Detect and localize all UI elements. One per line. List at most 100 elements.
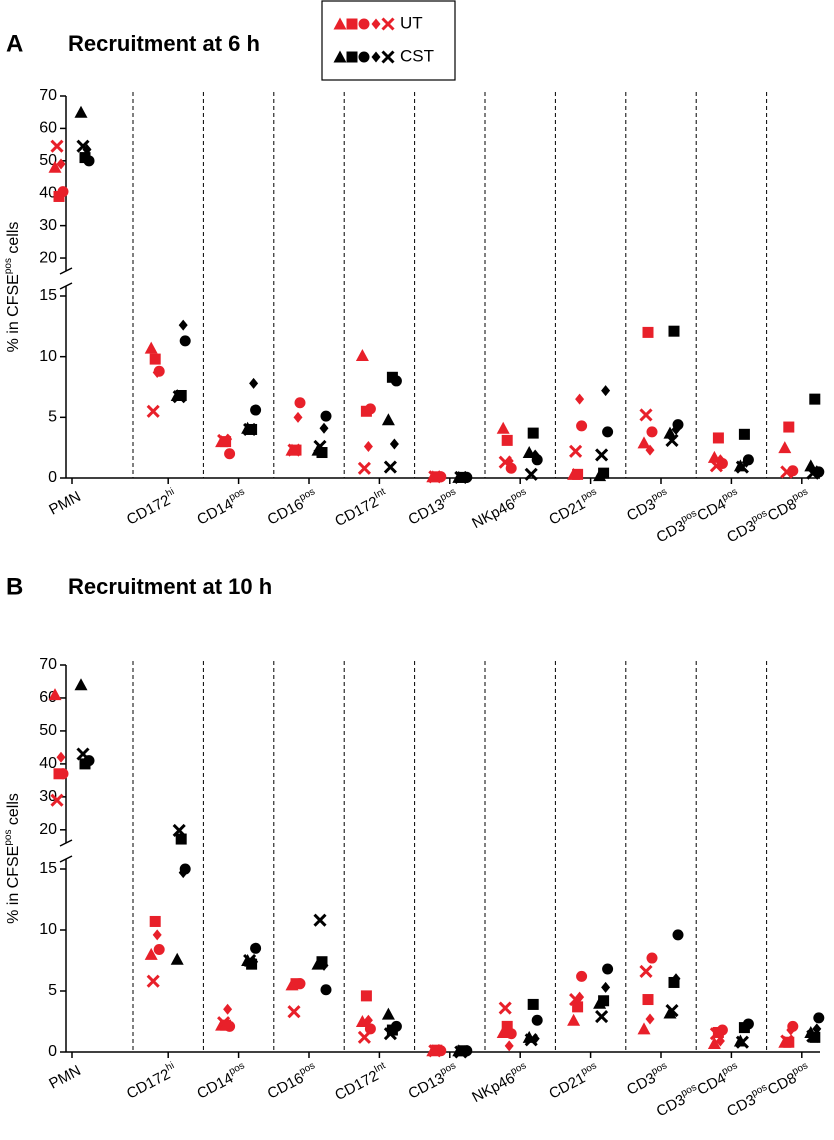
marker [642, 994, 654, 1006]
marker [572, 1001, 584, 1013]
x-tick-label: CD172Int [331, 1060, 391, 1104]
marker [602, 426, 614, 438]
marker [524, 467, 538, 481]
marker [527, 998, 539, 1010]
legend-label: UT [400, 13, 423, 32]
marker [319, 959, 329, 971]
marker [572, 468, 584, 480]
y-tick-label: 70 [39, 656, 57, 673]
x-tick-label: CD3pos [623, 486, 673, 524]
marker [672, 929, 684, 941]
y-tick-label: 30 [39, 217, 57, 234]
marker [389, 438, 399, 450]
marker [527, 427, 539, 439]
text-part: pos [579, 1060, 598, 1077]
text-part: NKp46 [469, 496, 517, 533]
marker [316, 956, 328, 968]
marker [243, 953, 257, 968]
text-part: PMN [46, 1062, 83, 1093]
x-tick-label: CD16pos [264, 486, 321, 528]
marker [576, 970, 588, 982]
marker [741, 1020, 751, 1032]
marker [152, 929, 162, 941]
y-tick-label: 60 [39, 120, 57, 137]
marker [172, 823, 186, 838]
x-tick-label: NKp46pos [468, 486, 532, 532]
x-tick-label: CD172hi [123, 486, 180, 528]
marker [524, 1033, 538, 1047]
marker [224, 1020, 236, 1032]
marker [313, 439, 327, 454]
x-tick-label: PMN [46, 488, 83, 519]
marker [383, 1027, 397, 1041]
legend-marker [358, 51, 370, 63]
marker [576, 420, 588, 432]
marker [665, 433, 679, 447]
text-part: NKp46 [469, 1070, 517, 1107]
marker [668, 325, 680, 337]
marker [806, 1029, 820, 1043]
y-tick-label: 10 [39, 348, 57, 365]
marker [786, 1024, 796, 1036]
marker [665, 1003, 679, 1018]
marker [671, 423, 681, 435]
marker [333, 50, 347, 63]
text-part: pos [790, 1060, 809, 1077]
marker [346, 18, 358, 30]
marker [172, 390, 186, 404]
marker [668, 976, 680, 988]
legend-marker [333, 17, 347, 30]
x-tick-label: CD172Int [331, 486, 391, 530]
text-part: pos [227, 486, 246, 503]
legend-marker [381, 50, 395, 64]
marker [320, 410, 332, 422]
y-tick-label: 20 [39, 821, 57, 838]
marker [498, 1001, 512, 1015]
marker [498, 455, 512, 469]
marker [712, 432, 724, 444]
marker [364, 1023, 376, 1035]
marker [639, 964, 653, 979]
marker [144, 947, 158, 960]
marker [178, 319, 188, 331]
marker [357, 461, 371, 475]
marker [381, 17, 395, 31]
marker [645, 1013, 655, 1025]
marker [56, 158, 66, 170]
marker [149, 353, 161, 365]
marker [642, 326, 654, 338]
marker [48, 160, 62, 173]
marker [428, 470, 442, 484]
legend-label: CST [400, 46, 434, 65]
marker [646, 426, 658, 438]
marker [293, 411, 303, 423]
y-tick-label: 15 [39, 287, 57, 304]
marker [569, 444, 583, 458]
marker [333, 17, 347, 30]
text-part: Int [372, 1060, 387, 1075]
legend-box [321, 0, 456, 81]
text-part: CD172 [332, 493, 381, 530]
marker [217, 433, 231, 447]
marker [780, 1034, 794, 1048]
marker [505, 1028, 517, 1040]
marker [531, 1014, 543, 1026]
x-tick-label: PMN [46, 1062, 83, 1093]
text-part: cells [5, 222, 22, 258]
x-tick-label: CD16pos [264, 1060, 321, 1102]
marker [287, 443, 301, 457]
marker [146, 974, 160, 988]
y-tick-label: 0 [48, 1043, 57, 1060]
marker [637, 1022, 651, 1035]
marker [355, 348, 369, 361]
axis-break [59, 839, 73, 847]
x-tick-label: CD21pos [545, 1060, 602, 1102]
text-part: pos [720, 486, 739, 503]
x-tick-label: CD3pos [623, 1060, 673, 1098]
marker [178, 867, 188, 879]
marker [149, 915, 161, 927]
marker [671, 973, 681, 985]
marker [179, 335, 191, 347]
marker [48, 688, 62, 701]
x-tick-label: NKp46pos [468, 1060, 532, 1106]
